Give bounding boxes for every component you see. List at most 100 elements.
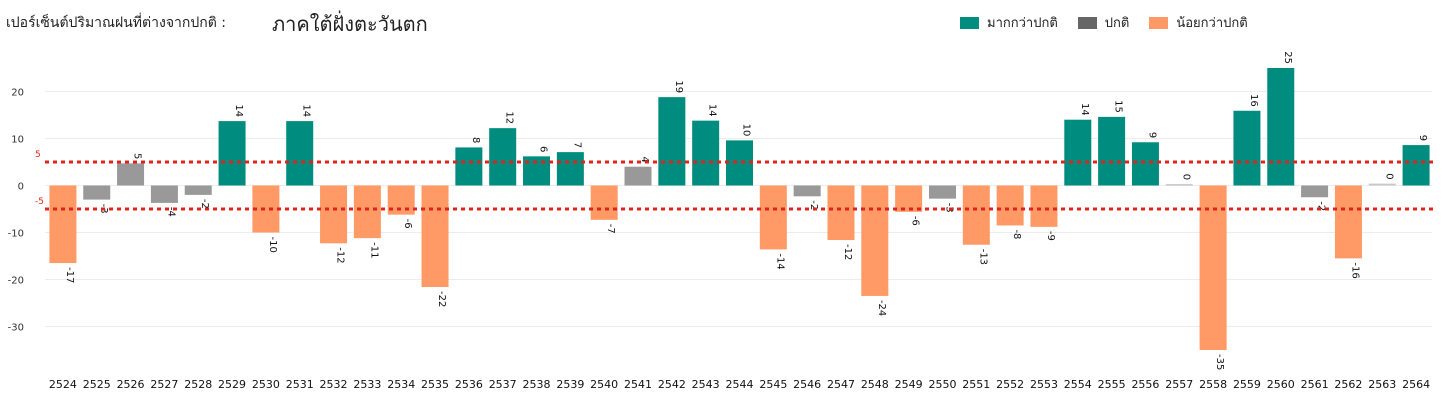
x-tick-label-2529: 2529 <box>218 378 246 391</box>
bar-2540 <box>590 185 618 220</box>
bar-2542 <box>658 97 686 186</box>
value-label-2527: -4 <box>165 207 176 217</box>
value-label-2564: 9 <box>1417 135 1428 141</box>
value-label-2543: 14 <box>707 104 718 117</box>
bar-2549 <box>895 185 923 212</box>
bar-2526 <box>117 163 145 186</box>
value-label-2531: 14 <box>301 104 312 117</box>
reference-label--5: -5 <box>35 197 44 207</box>
x-tick-label-2534: 2534 <box>387 378 415 391</box>
bar-2561 <box>1301 185 1329 198</box>
x-tick-label-2538: 2538 <box>523 378 551 391</box>
y-tick-label--10: -10 <box>8 229 24 240</box>
bar-2560 <box>1267 68 1295 186</box>
value-label-2552: -8 <box>1011 229 1022 239</box>
chart-subtitle-label: เปอร์เซ็นต์ปริมาณฝนที่ต่างจากปกติ : <box>6 15 226 31</box>
x-tick-label-2548: 2548 <box>861 378 889 391</box>
x-tick-label-2525: 2525 <box>83 378 111 391</box>
x-tick-label-2547: 2547 <box>827 378 855 391</box>
x-tick-label-2558: 2558 <box>1199 378 1227 391</box>
chart-title-region: ภาคใต้ฝั่งตะวันตก <box>272 12 428 36</box>
value-label-2529: 14 <box>233 104 244 117</box>
x-tick-label-2536: 2536 <box>455 378 483 391</box>
x-tick-label-2527: 2527 <box>150 378 178 391</box>
bar-2533 <box>353 185 381 239</box>
value-label-2554: 14 <box>1079 103 1090 116</box>
value-label-2537: 12 <box>504 111 515 124</box>
bar-2536 <box>455 147 483 186</box>
bar-2554 <box>1064 119 1092 186</box>
y-tick-label-10: 10 <box>11 135 24 146</box>
x-tick-label-2546: 2546 <box>793 378 821 391</box>
legend-label-below: น้อยกว่าปกติ <box>1176 16 1248 31</box>
value-label-2540: -7 <box>605 224 616 234</box>
value-label-2557: 0 <box>1180 174 1191 180</box>
value-label-2541: 4 <box>639 156 650 162</box>
value-label-2528: -2 <box>199 199 210 209</box>
x-tick-label-2526: 2526 <box>117 378 145 391</box>
y-tick-label-20: 20 <box>11 88 24 99</box>
x-tick-label-2539: 2539 <box>556 378 584 391</box>
value-label-2533: -11 <box>368 242 379 258</box>
value-label-2536: 8 <box>470 137 481 143</box>
value-label-2545: -14 <box>774 253 785 269</box>
value-label-2547: -12 <box>842 244 853 260</box>
bar-2557 <box>1165 184 1193 186</box>
x-tick-label-2543: 2543 <box>692 378 720 391</box>
value-label-2561: -2 <box>1316 201 1327 211</box>
bar-2544 <box>726 140 753 186</box>
bar-2558 <box>1199 185 1227 350</box>
value-label-2546: -2 <box>808 200 819 210</box>
bar-2562 <box>1334 185 1362 259</box>
value-label-2550: -3 <box>943 203 954 213</box>
x-tick-label-2533: 2533 <box>353 378 381 391</box>
bar-2531 <box>286 121 314 186</box>
bar-2535 <box>421 185 449 288</box>
value-label-2534: -6 <box>402 219 413 229</box>
legend-label-normal: ปกติ <box>1104 16 1130 31</box>
value-label-2559: 16 <box>1248 94 1259 107</box>
value-label-2542: 19 <box>673 80 684 93</box>
bar-2553 <box>1030 185 1058 227</box>
legend-swatch-above <box>960 16 979 29</box>
bar-2563 <box>1368 183 1396 186</box>
x-tick-label-2557: 2557 <box>1165 378 1193 391</box>
x-tick-label-2540: 2540 <box>590 378 618 391</box>
bar-2543 <box>692 120 720 186</box>
y-tick-label--20: -20 <box>8 276 24 287</box>
value-label-2553: -9 <box>1045 231 1056 241</box>
x-tick-label-2524: 2524 <box>49 378 77 391</box>
value-label-2558: -35 <box>1214 354 1225 370</box>
x-tick-label-2535: 2535 <box>421 378 449 391</box>
x-tick-label-2559: 2559 <box>1233 378 1261 391</box>
x-tick-label-2549: 2549 <box>895 378 923 391</box>
y-tick-label-0: 0 <box>18 182 24 193</box>
x-tick-label-2555: 2555 <box>1098 378 1126 391</box>
x-tick-label-2542: 2542 <box>658 378 686 391</box>
y-tick-label--30: -30 <box>8 323 24 334</box>
bar-2559 <box>1233 110 1261 186</box>
value-label-2535: -22 <box>436 291 447 307</box>
legend-item-normal: ปกติ <box>1077 12 1130 33</box>
value-label-2526: 5 <box>132 153 143 159</box>
value-label-2556: 9 <box>1146 132 1157 138</box>
bar-2537 <box>489 128 517 186</box>
x-tick-label-2530: 2530 <box>252 378 280 391</box>
legend: มากกว่าปกติ ปกติ น้อยกว่าปกติ <box>960 12 1268 33</box>
x-tick-label-2564: 2564 <box>1402 378 1430 391</box>
x-tick-label-2531: 2531 <box>286 378 314 391</box>
x-tick-label-2544: 2544 <box>726 378 754 391</box>
value-label-2544: 10 <box>741 124 752 137</box>
bar-2556 <box>1131 142 1159 186</box>
bar-2552 <box>996 185 1024 226</box>
bar-2539 <box>556 152 584 186</box>
value-label-2539: 7 <box>571 142 582 148</box>
x-tick-label-2556: 2556 <box>1131 378 1159 391</box>
x-tick-label-2532: 2532 <box>320 378 348 391</box>
value-label-2562: -16 <box>1349 262 1360 278</box>
bar-2546 <box>793 185 821 197</box>
x-tick-label-2560: 2560 <box>1267 378 1295 391</box>
value-label-2563: 0 <box>1383 173 1394 179</box>
x-tick-label-2552: 2552 <box>996 378 1024 391</box>
value-label-2548: -24 <box>876 300 887 316</box>
